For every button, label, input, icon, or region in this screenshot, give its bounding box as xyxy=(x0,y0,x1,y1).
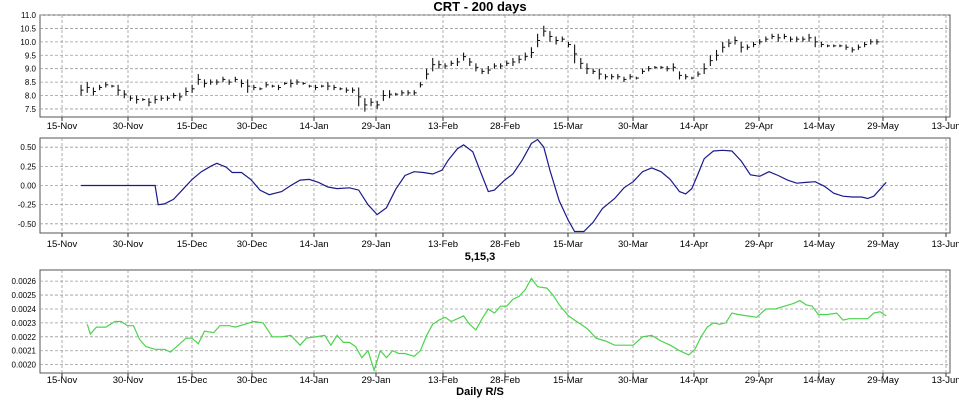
x-tick-label: 29-Jan xyxy=(361,121,390,132)
x-tick-label: 30-Dec xyxy=(237,121,268,132)
x-tick-label: 30-Nov xyxy=(113,375,144,386)
x-tick-label: 29-Apr xyxy=(745,121,774,132)
x-tick-label: 15-Nov xyxy=(47,121,78,132)
y-tick-label: -0.50 xyxy=(18,220,37,229)
series-line-2-0 xyxy=(86,277,887,373)
y-tick-label: 0.0022 xyxy=(12,333,37,342)
x-tick-label: 13-Feb xyxy=(428,121,458,132)
y-tick-label: -0.25 xyxy=(18,201,37,210)
y-tick-label: 10.5 xyxy=(20,24,36,33)
y-tick-label: 0.0023 xyxy=(12,319,37,328)
x-tick-label: 14-Apr xyxy=(680,375,709,386)
x-tick-label: 29-May xyxy=(867,121,899,132)
x-tick-label: 15-Nov xyxy=(47,239,78,250)
y-tick-label: 9.0 xyxy=(25,65,37,74)
plot-frame-2 xyxy=(39,269,951,374)
y-tick-label: 10.0 xyxy=(20,38,36,47)
x-tick-label: 13-Jun xyxy=(931,239,959,250)
panel-title: CRT - 200 days xyxy=(433,0,526,14)
y-tick-label: 0.0024 xyxy=(12,305,37,314)
x-tick-label: 14-Apr xyxy=(680,121,709,132)
x-tick-label: 29-May xyxy=(867,375,899,386)
y-tick-label: 0.0026 xyxy=(12,277,37,286)
panel-title: Daily R/S xyxy=(456,386,504,398)
x-tick-label: 29-Apr xyxy=(745,375,774,386)
x-tick-label: 28-Feb xyxy=(490,121,520,132)
y-tick-label: 0.0021 xyxy=(12,347,37,356)
y-tick-label: 9.5 xyxy=(25,51,37,60)
x-tick-label: 29-Jan xyxy=(361,239,390,250)
x-tick-label: 13-Feb xyxy=(428,239,458,250)
x-tick-label: 30-Dec xyxy=(237,375,268,386)
x-tick-label: 14-May xyxy=(803,121,835,132)
x-tick-label: 14-Jan xyxy=(299,121,328,132)
x-tick-label: 30-Nov xyxy=(113,121,144,132)
panel-title: 5,15,3 xyxy=(465,251,496,263)
x-tick-label: 15-Dec xyxy=(177,239,208,250)
x-tick-label: 14-Apr xyxy=(680,239,709,250)
x-tick-label: 30-Mar xyxy=(618,375,648,386)
y-tick-label: 0.0025 xyxy=(12,291,37,300)
series-line-1-0 xyxy=(81,138,887,233)
x-tick-label: 15-Dec xyxy=(177,121,208,132)
x-tick-label: 14-May xyxy=(803,375,835,386)
x-tick-label: 30-Mar xyxy=(618,121,648,132)
y-tick-label: 0.25 xyxy=(20,162,36,171)
y-tick-label: 0.0020 xyxy=(12,361,37,370)
x-tick-label: 29-Apr xyxy=(745,239,774,250)
x-tick-label: 13-Jun xyxy=(931,375,959,386)
x-tick-label: 30-Mar xyxy=(618,239,648,250)
x-tick-label: 29-May xyxy=(867,239,899,250)
x-tick-label: 29-Jan xyxy=(361,375,390,386)
x-tick-label: 28-Feb xyxy=(490,375,520,386)
y-tick-label: 7.5 xyxy=(25,105,37,114)
x-tick-label: 30-Nov xyxy=(113,239,144,250)
x-tick-label: 30-Dec xyxy=(237,239,268,250)
y-tick-label: 11.0 xyxy=(21,11,37,20)
x-tick-label: 13-Feb xyxy=(428,375,458,386)
x-tick-label: 15-Mar xyxy=(553,121,583,132)
x-tick-label: 15-Nov xyxy=(47,375,78,386)
x-tick-label: 15-Dec xyxy=(177,375,208,386)
y-tick-label: 0.50 xyxy=(20,143,36,152)
x-tick-label: 14-Jan xyxy=(299,375,328,386)
y-tick-label: 8.5 xyxy=(25,78,37,87)
x-tick-label: 28-Feb xyxy=(490,239,520,250)
x-tick-label: 14-Jan xyxy=(299,239,328,250)
x-tick-label: 14-May xyxy=(803,239,835,250)
x-tick-label: 15-Mar xyxy=(553,375,583,386)
x-tick-label: 15-Mar xyxy=(553,239,583,250)
x-tick-label: 13-Jun xyxy=(931,121,959,132)
y-tick-label: 0.00 xyxy=(20,182,36,191)
y-tick-label: 8.0 xyxy=(25,92,37,101)
